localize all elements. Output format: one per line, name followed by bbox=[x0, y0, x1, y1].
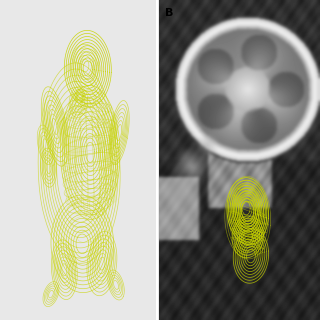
Text: B: B bbox=[165, 8, 173, 18]
